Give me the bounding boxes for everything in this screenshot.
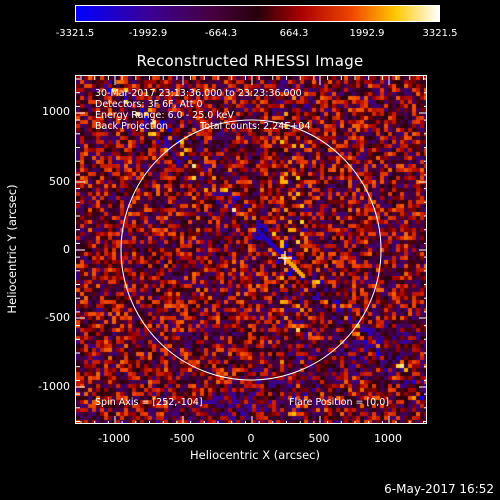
annotation-spin-axis: Spin Axis = [252,-104]: [95, 397, 203, 408]
colorbar-tick-label: -3321.5: [55, 28, 95, 39]
x-axis-label: Heliocentric X (arcsec): [190, 448, 320, 462]
x-tick-label: -500: [169, 432, 195, 445]
y-tick-label: -500: [45, 311, 70, 324]
annotation-time-range: 30-Mar-2017 23:13:36.000 to 23:23:36.000: [95, 88, 302, 99]
y-tick-label: 1000: [42, 105, 70, 118]
y-tick-label: 500: [49, 175, 70, 188]
timestamp: 6-May-2017 16:52: [384, 482, 494, 496]
y-tick-label: -1000: [38, 380, 70, 393]
y-tick-label: 0: [63, 243, 70, 256]
image-plot-area[interactable]: [75, 75, 427, 424]
solar-limb-circle: [120, 119, 382, 381]
chart-title: Reconstructed RHESSI Image: [136, 52, 364, 70]
colorbar-tick-label: -1992.9: [128, 28, 168, 39]
overlay-layer: [76, 76, 426, 423]
colorbar-tick-label: 664.3: [279, 28, 309, 39]
x-tick-label: 500: [308, 432, 330, 445]
x-tick-label: -1000: [98, 432, 130, 445]
annotation-total-counts: Total counts: 2.24E+04: [200, 121, 311, 132]
annotation-method: Back Projection: [95, 121, 169, 132]
colorbar-tick-label: -664.3: [204, 28, 238, 39]
x-tick-label: 1000: [374, 432, 402, 445]
axis-ticks: [76, 76, 426, 423]
annotation-detectors: Detectors: 3F 6F, Att 0: [95, 99, 203, 110]
rhessi-heatmap: [76, 76, 426, 423]
y-axis-label: Heliocentric Y (arcsec): [5, 184, 19, 314]
x-tick-label: 0: [247, 432, 255, 445]
colorbar-tick-label: 1992.9: [349, 28, 385, 39]
colorbar-tick-label: 3321.5: [422, 28, 458, 39]
colorbar: [75, 5, 440, 22]
annotation-flare-position: Flare Position = [0,0]: [289, 397, 389, 408]
annotation-energy-range: Energy Range: 6.0 - 25.0 keV: [95, 110, 234, 121]
